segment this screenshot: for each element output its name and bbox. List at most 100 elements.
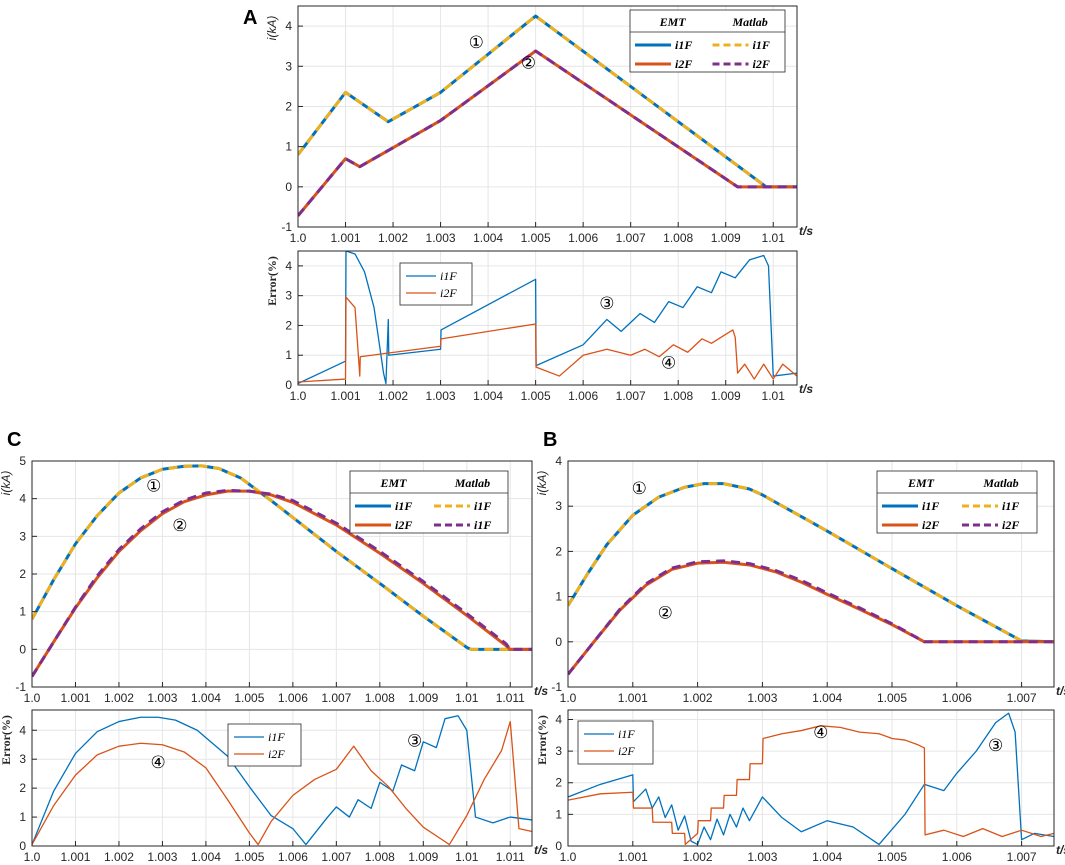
y-tick-label: 3 (19, 529, 26, 543)
y-tick-label: 1 (19, 810, 26, 824)
curve-annotation: ③ (407, 731, 422, 751)
legend-label: i1F (922, 499, 939, 513)
x-tick-label: 1.001 (331, 231, 361, 245)
y-tick-label: 3 (285, 59, 292, 73)
x-tick-label: 1.007 (321, 850, 351, 864)
y-tick-label: 0 (555, 635, 562, 649)
y-tick-label: 2 (555, 544, 562, 558)
legend-header: Matlab (731, 15, 767, 29)
y-tick-label: 2 (285, 318, 292, 332)
series-line-i2f (568, 725, 1054, 846)
x-tick-label: 1.004 (191, 691, 221, 705)
curve-annotation: ① (469, 33, 484, 53)
chart-a-top: 1.0 1.001 1.002 1.003 1.004 1.005 1.006 1.007 1.… (265, 5, 813, 245)
y-tick-label: 2 (19, 567, 26, 581)
x-tick-label: 1.009 (408, 691, 438, 705)
legend: EMT Matlab i1F i1F i2F i2F (629, 9, 786, 73)
y-tick-label: 1 (555, 807, 562, 821)
x-tick-label: 1.004 (473, 231, 503, 245)
y-tick-label: 4 (19, 492, 26, 506)
series-line-i2f (32, 720, 532, 846)
y-tick-label: 0 (285, 378, 292, 392)
x-tick-label: 1.003 (426, 389, 456, 403)
x-tick-label: 1.006 (278, 850, 308, 864)
x-tick-label: 1.006 (942, 850, 972, 864)
y-tick-label: 1 (19, 605, 26, 619)
x-tick-label: 1.001 (618, 850, 648, 864)
axes-box (31, 709, 533, 847)
y-axis-label: Error(%) (0, 715, 13, 765)
y-tick-label: 3 (555, 744, 562, 758)
legend-label: i2F (395, 518, 412, 532)
legend-label: i2F (268, 747, 285, 761)
series-line-i1f (568, 712, 1054, 846)
series-line-i1f-matlab (568, 482, 1054, 644)
y-tick-label: 4 (285, 19, 292, 33)
x-axis-label: t/s (799, 382, 813, 396)
x-tick-label: 1.0 (290, 231, 307, 245)
x-tick-label: 1.011 (496, 691, 525, 705)
charts-layer: 1.0 1.001 1.002 1.003 1.004 1.005 1.006 1.007 1.… (0, 5, 1065, 864)
y-tick-label: 2 (555, 776, 562, 790)
x-axis-label: t/s (1056, 843, 1065, 857)
legend-label: i2F (753, 57, 770, 71)
y-axis-label: Error(%) (265, 256, 279, 306)
x-tick-label: 1.01 (455, 850, 479, 864)
legend-label: i1F (474, 499, 491, 513)
y-tick-label: 4 (19, 723, 26, 737)
series-line-i1f (298, 251, 797, 385)
legend-label: i1F (395, 499, 412, 513)
legend-label: i2F (440, 286, 457, 300)
y-tick-label: 2 (285, 99, 292, 113)
x-tick-label: 1.007 (1007, 850, 1037, 864)
legend-header: EMT (907, 476, 935, 490)
x-axis-label: t/s (534, 684, 548, 698)
x-tick-label: 1.007 (616, 389, 646, 403)
x-tick-label: 1.01 (762, 389, 786, 403)
x-tick-label: 1.002 (683, 691, 713, 705)
x-tick-label: 1.005 (877, 850, 907, 864)
y-tick-label: 1 (285, 348, 292, 362)
series-line-i2f (298, 296, 797, 383)
x-tick-label: 1.0 (24, 850, 41, 864)
curve-annotation: ③ (599, 294, 614, 314)
x-tick-label: 1.007 (1007, 691, 1037, 705)
series-line-i1f-matlab (298, 14, 797, 189)
x-tick-label: 1.001 (618, 691, 648, 705)
x-tick-label: 1.004 (812, 691, 842, 705)
curve-annotation: ② (521, 53, 536, 73)
panel-letter-b: B (543, 429, 557, 451)
legend-box (227, 723, 302, 767)
curve-annotation: ② (658, 603, 673, 623)
chart-b-bottom: 1.0 1.001 1.002 1.003 1.004 1.005 1.006 1.007 0 1… (535, 709, 1065, 864)
legend-label: i1F (440, 269, 457, 283)
y-tick-label: 4 (555, 454, 562, 468)
x-tick-label: 1.001 (60, 850, 90, 864)
y-tick-label: -1 (281, 220, 292, 234)
legend-label: i2F (1002, 518, 1019, 532)
x-tick-label: 1.006 (568, 231, 598, 245)
legend-header: EMT (379, 476, 407, 490)
axes-box (297, 5, 798, 228)
curve-annotation: ③ (988, 736, 1003, 756)
x-tick-label: 1.007 (321, 691, 351, 705)
y-axis-label: i(kA) (0, 471, 13, 496)
y-tick-label: -1 (15, 680, 26, 694)
x-tick-label: 1.002 (104, 691, 134, 705)
y-tick-label: 0 (19, 839, 26, 853)
series-line-i2f-matlab (568, 559, 1054, 676)
x-tick-label: 1.005 (234, 691, 264, 705)
x-tick-label: 1.003 (426, 231, 456, 245)
x-tick-label: 1.009 (711, 389, 741, 403)
x-tick-label: 1.005 (521, 231, 551, 245)
panel-letter-c: C (7, 429, 21, 451)
legend-box (577, 720, 654, 765)
axes-box (297, 250, 798, 386)
y-tick-label: 1 (285, 140, 292, 154)
legend-label: i1F (1002, 499, 1019, 513)
y-axis-label: i(kA) (265, 16, 279, 41)
x-tick-label: 1.008 (663, 389, 693, 403)
y-tick-label: 3 (555, 499, 562, 513)
series-line-i2f-matlab (298, 49, 797, 217)
legend-label: i2F (675, 57, 692, 71)
